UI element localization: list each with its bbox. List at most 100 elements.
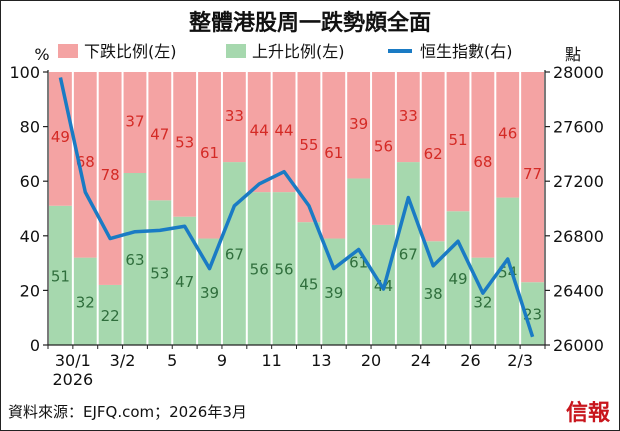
right-axis-ticks: 26000 26400 26800 27200 27600 28000 <box>545 63 604 355</box>
legend: 下跌比例(左) 上升比例(左) 恒生指數(右) <box>58 42 513 61</box>
bar-label-advancing: 32 <box>473 293 492 311</box>
bar-label-group: 49 51 68 32 78 22 37 63 47 53 53 47 61 39 33 67 44 56 44 56… <box>51 107 542 325</box>
bar-label-advancing: 63 <box>125 251 144 269</box>
bar-declining <box>247 72 271 193</box>
bar-declining <box>322 72 346 239</box>
bar-label-declining: 33 <box>225 107 244 125</box>
bar-declining <box>347 72 371 179</box>
bar-declining <box>123 72 147 174</box>
brand-logo-text: 信報 <box>566 400 611 426</box>
bar-label-declining: 55 <box>299 136 318 154</box>
x-tick-label: 13 <box>311 351 331 370</box>
bar-declining <box>148 72 172 201</box>
left-axis-ticks: 0 20 40 60 80 100 <box>9 63 48 355</box>
bar-label-declining: 77 <box>523 165 542 183</box>
bar-advancing <box>272 192 296 345</box>
bar-declining <box>222 72 246 163</box>
bar-label-declining: 49 <box>51 128 70 146</box>
x-tick-label: 30/1 <box>55 351 91 370</box>
bar-declining <box>73 72 97 258</box>
bar-declining <box>446 72 470 212</box>
bar-label-advancing: 67 <box>225 246 244 264</box>
bar-advancing <box>148 200 172 345</box>
x-tick-label: 11 <box>261 351 281 370</box>
bar-label-declining: 46 <box>498 124 517 142</box>
x-tick-sublabel: 2026 <box>52 370 93 389</box>
x-tick-label: 20 <box>361 351 381 370</box>
bar-label-declining: 56 <box>374 137 393 155</box>
bar-label-declining: 33 <box>399 107 418 125</box>
brand-logo: 信報 <box>566 400 611 426</box>
bar-declining <box>173 72 197 217</box>
bar-label-declining: 61 <box>200 144 219 162</box>
bar-advancing <box>222 162 246 345</box>
right-tick-label: 27600 <box>553 118 604 137</box>
bar-advancing <box>247 192 271 345</box>
left-tick-label: 100 <box>9 63 40 82</box>
left-tick-label: 40 <box>20 227 40 246</box>
bar-declining <box>198 72 221 239</box>
legend-label-declining: 下跌比例(左) <box>84 42 177 61</box>
bar-label-advancing: 32 <box>76 293 95 311</box>
legend-label-advancing: 上升比例(左) <box>252 42 345 61</box>
right-tick-label: 26400 <box>553 281 604 300</box>
bar-label-declining: 78 <box>101 166 120 184</box>
right-tick-label: 26000 <box>553 336 604 355</box>
legend-swatch-advancing <box>226 44 246 58</box>
left-tick-label: 80 <box>20 118 40 137</box>
bar-label-declining: 62 <box>424 145 443 163</box>
bar-label-advancing: 67 <box>399 246 418 264</box>
x-tick-label: 24 <box>411 351 431 370</box>
bar-declining <box>297 72 321 223</box>
bar-label-advancing: 53 <box>150 265 169 283</box>
left-tick-label: 20 <box>20 281 40 300</box>
left-axis-unit: % <box>34 45 49 64</box>
right-tick-label: 27200 <box>553 172 604 191</box>
chart-title: 整體港股周一跌勢頗全面 <box>189 10 431 36</box>
bar-declining <box>496 72 520 198</box>
bar-advancing <box>49 205 72 345</box>
index-line-group <box>58 77 535 338</box>
x-tick-label: 2/3 <box>507 351 533 370</box>
x-tick-label: 26 <box>460 351 480 370</box>
source-note: 資料來源：EJFQ.com；2026年3月 <box>8 403 247 421</box>
bar-label-advancing: 51 <box>51 267 70 285</box>
bar-label-advancing: 22 <box>101 307 120 325</box>
bar-declining <box>396 72 420 163</box>
bar-label-declining: 47 <box>150 126 169 144</box>
bar-declining <box>98 72 122 285</box>
right-tick-label: 26800 <box>553 227 604 246</box>
bar-label-declining: 37 <box>125 112 144 130</box>
bar-advancing <box>98 284 122 345</box>
bar-label-declining: 68 <box>473 153 492 171</box>
bar-advancing <box>421 241 445 345</box>
right-tick-label: 28000 <box>553 63 604 82</box>
bar-declining <box>372 72 395 225</box>
bar-group <box>49 72 544 345</box>
bar-label-advancing: 49 <box>448 270 467 288</box>
bar-label-advancing: 56 <box>275 261 294 279</box>
bar-label-declining: 51 <box>448 131 467 149</box>
bar-label-advancing: 56 <box>250 261 269 279</box>
bar-advancing <box>396 162 420 345</box>
bar-declining <box>272 72 296 193</box>
x-tick-label: 9 <box>217 351 227 370</box>
bar-label-advancing: 38 <box>424 285 443 303</box>
bar-declining <box>421 72 445 242</box>
bar-label-declining: 53 <box>175 133 194 151</box>
bar-declining <box>521 72 544 283</box>
bar-label-advancing: 45 <box>299 276 318 294</box>
legend-label-index: 恒生指數(右) <box>420 42 513 61</box>
x-tick-label: 5 <box>167 351 177 370</box>
bar-advancing <box>347 178 371 345</box>
bar-advancing <box>496 197 520 345</box>
bar-advancing <box>297 222 321 345</box>
legend-swatch-declining <box>58 44 78 58</box>
bar-label-declining: 61 <box>324 144 343 162</box>
bar-advancing <box>123 173 147 345</box>
plot-area <box>48 72 545 345</box>
left-tick-label: 0 <box>30 336 40 355</box>
x-tick-label: 3/2 <box>110 351 136 370</box>
